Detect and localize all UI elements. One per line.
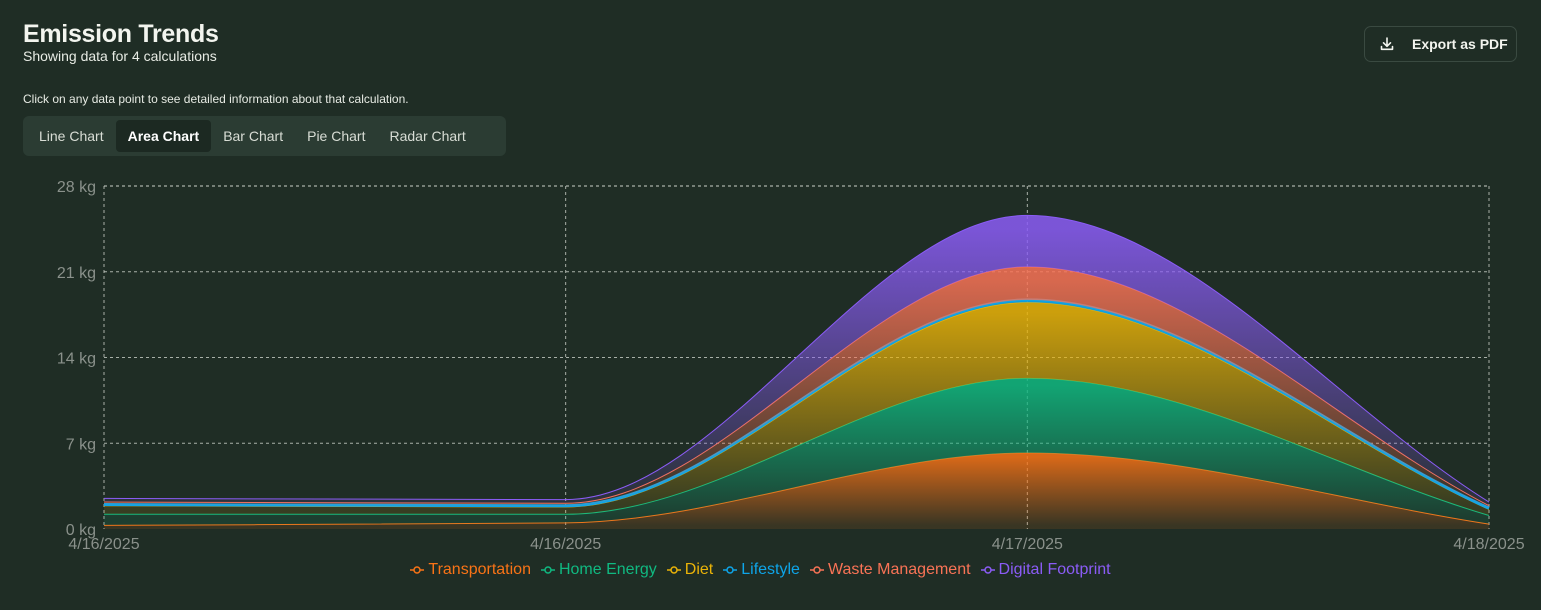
legend-line-icon — [540, 566, 555, 574]
line-digital-footprint[interactable] — [103, 214, 1490, 503]
y-tick-label: 21 kg — [57, 265, 96, 282]
chart-axes: 0 kg 7 kg 14 kg 21 kg 28 kg 4/16/2025 4/16/202… — [57, 179, 1525, 553]
area-waste-management[interactable] — [104, 266, 1489, 509]
legend-label: Waste Management — [827, 561, 971, 578]
x-tick-label: 4/16/2025 — [530, 536, 601, 553]
page-subtitle: Showing data for 4 calculations — [23, 48, 217, 64]
area-lifestyle[interactable] — [104, 299, 1489, 510]
x-tick-label: 4/16/2025 — [68, 536, 139, 553]
y-tick-label: 28 kg — [57, 179, 96, 196]
y-tick-label: 0 kg — [66, 522, 96, 539]
chart-type-tabs: Line Chart Area Chart Bar Chart Pie Char… — [23, 116, 506, 156]
legend-line-icon — [723, 566, 738, 574]
legend-item-digital-footprint[interactable]: Digital Footprint — [980, 561, 1111, 579]
tab-bar-chart[interactable]: Bar Chart — [223, 128, 284, 144]
area-diet[interactable] — [104, 302, 1489, 516]
legend-label: Home Energy — [558, 561, 657, 578]
tab-area-chart[interactable]: Area Chart — [115, 120, 212, 152]
x-tick-label: 4/18/2025 — [1453, 536, 1524, 553]
page-title: Emission Trends — [23, 20, 219, 48]
y-tick-label: 7 kg — [66, 436, 96, 453]
x-tick-label: 4/17/2025 — [992, 536, 1063, 553]
area-transportation[interactable] — [104, 453, 1489, 529]
legend-item-home-energy[interactable]: Home Energy — [540, 561, 657, 579]
chart-legend: Transportation Home Energy Diet Lifestyle Wa… — [0, 561, 1521, 579]
legend-item-waste-management[interactable]: Waste Management — [809, 561, 971, 579]
chart-hint: Click on any data point to see detailed … — [23, 92, 409, 106]
legend-line-icon — [410, 566, 425, 574]
legend-label: Digital Footprint — [998, 561, 1111, 578]
legend-item-transportation[interactable]: Transportation — [410, 561, 531, 579]
legend-label: Lifestyle — [741, 561, 800, 578]
legend-label: Transportation — [428, 561, 531, 578]
legend-line-icon — [809, 566, 824, 574]
legend-item-diet[interactable]: Diet — [666, 561, 714, 579]
legend-line-icon — [666, 566, 681, 574]
download-icon — [1379, 36, 1395, 52]
y-tick-label: 14 kg — [57, 351, 96, 368]
area-home-energy[interactable] — [104, 378, 1489, 526]
legend-line-icon — [980, 566, 995, 574]
export-pdf-label: Export as PDF — [1412, 36, 1508, 52]
legend-item-lifestyle[interactable]: Lifestyle — [723, 561, 800, 579]
area-digital-footprint[interactable] — [104, 215, 1489, 506]
chart-areas[interactable] — [103, 214, 1490, 529]
tab-line-chart[interactable]: Line Chart — [39, 128, 104, 144]
legend-label: Diet — [684, 561, 714, 578]
tab-pie-chart[interactable]: Pie Chart — [307, 128, 366, 144]
tab-radar-chart[interactable]: Radar Chart — [389, 128, 466, 144]
export-pdf-button[interactable]: Export as PDF — [1364, 26, 1517, 62]
